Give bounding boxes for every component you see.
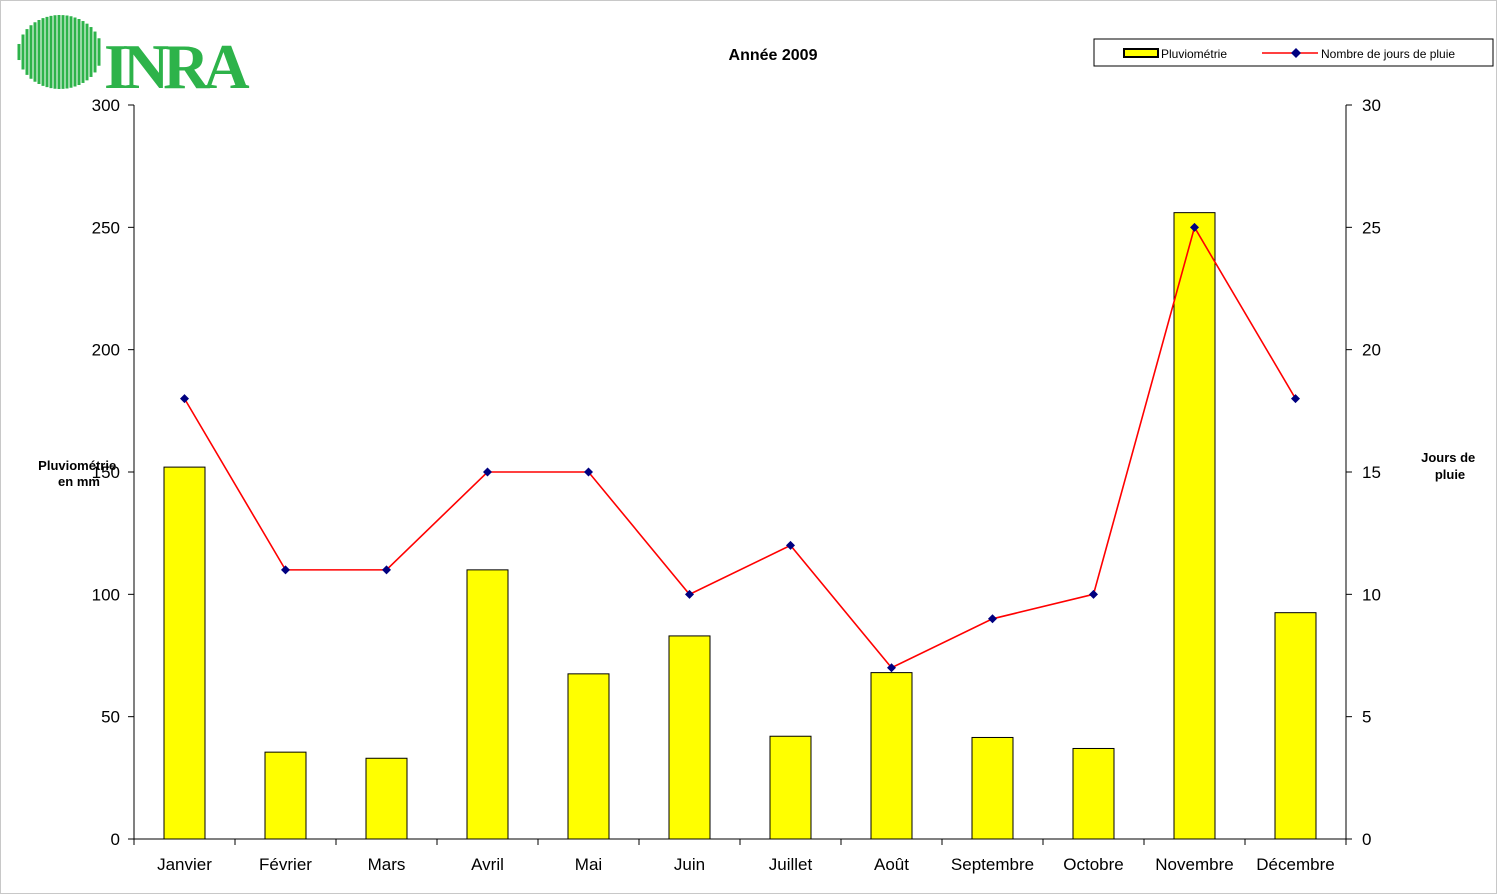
plot-area: 0 50 100 150 200 250 300 0 5 10 15 20 25 30 Janvier Fév… [92,96,1381,874]
bar-août [870,672,913,840]
rain-days-point-janvier [180,394,189,404]
rain-days-point-octobre [1089,589,1098,599]
y-tick-label: 200 [92,341,120,360]
rain-days-point-novembre [1190,222,1199,232]
x-tick-label: Octobre [1063,855,1123,874]
rain-days-point-juillet [786,540,795,550]
rain-days-point-août [887,663,896,673]
bar-septembre [971,736,1014,840]
bar-mars [365,757,408,840]
y2-tick-label: 0 [1362,830,1371,849]
y-tick-label: 300 [92,96,120,115]
y-axis-title: Pluviométrie en mm [38,458,120,489]
legend-label-rain-days: Nombre de jours de pluie [1321,47,1455,61]
rain-days-point-décembre [1291,394,1300,404]
y2-tick-label: 15 [1362,463,1381,482]
legend-swatch-rainfall [1123,48,1159,58]
bar-novembre [1173,212,1216,840]
x-tick-label: Février [259,855,312,874]
bar-mai [567,673,610,840]
x-tick-label: Août [874,855,909,874]
chart-title: Année 2009 [729,47,818,64]
y2-tick-label: 10 [1362,585,1381,604]
logo-text: INRA [104,31,249,102]
rain-days-point-mai [584,467,593,477]
bar-février [264,751,307,840]
inra-logo: INRA [17,15,255,102]
rain-days-point-février [281,565,290,575]
y-tick-label: 150 [92,463,120,482]
bar-juin [668,635,711,840]
rain-days-point-mars [382,565,391,575]
logo-emblem-icon [17,15,101,89]
legend-label-rainfall: Pluviométrie [1161,47,1227,61]
y2-tick-label: 5 [1362,708,1371,727]
x-tick-label: Juillet [769,855,813,874]
x-tick-label: Mai [575,855,602,874]
legend: Pluviométrie Nombre de jours de pluie [1093,38,1494,67]
y2-tick-label: 30 [1362,96,1381,115]
y2-axis-title: Jours de pluie [1421,450,1479,482]
bar-janvier [163,466,206,840]
y2-tick-label: 25 [1362,218,1381,237]
bar-juillet [769,735,812,840]
rain-days-point-septembre [988,614,997,624]
y-tick-label: 0 [111,830,120,849]
x-tick-label: Novembre [1155,855,1233,874]
x-tick-label: Septembre [951,855,1034,874]
rain-days-line [183,225,1297,669]
y-axis-title-line-2: en mm [58,474,100,489]
y2-axis-title-line-1: Jours de [1421,450,1475,465]
bar-octobre [1072,747,1115,840]
bar-avril [466,569,509,840]
x-tick-label: Avril [471,855,504,874]
rain-days-point-juin [685,589,694,599]
x-tick-label: Décembre [1256,855,1334,874]
y2-axis-title-line-2: pluie [1435,467,1465,482]
legend-swatch-rain-days-marker [1291,48,1301,58]
bar-décembre [1274,612,1317,840]
y2-tick-label: 20 [1362,341,1381,360]
y-tick-label: 100 [92,585,120,604]
x-tick-label: Juin [674,855,705,874]
y-axis-title-line-1: Pluviométrie [38,458,116,473]
y-tick-label: 50 [101,708,120,727]
x-tick-label: Mars [368,855,406,874]
rain-days-point-avril [483,467,492,477]
y-tick-label: 250 [92,218,120,237]
x-tick-label: Janvier [157,855,212,874]
